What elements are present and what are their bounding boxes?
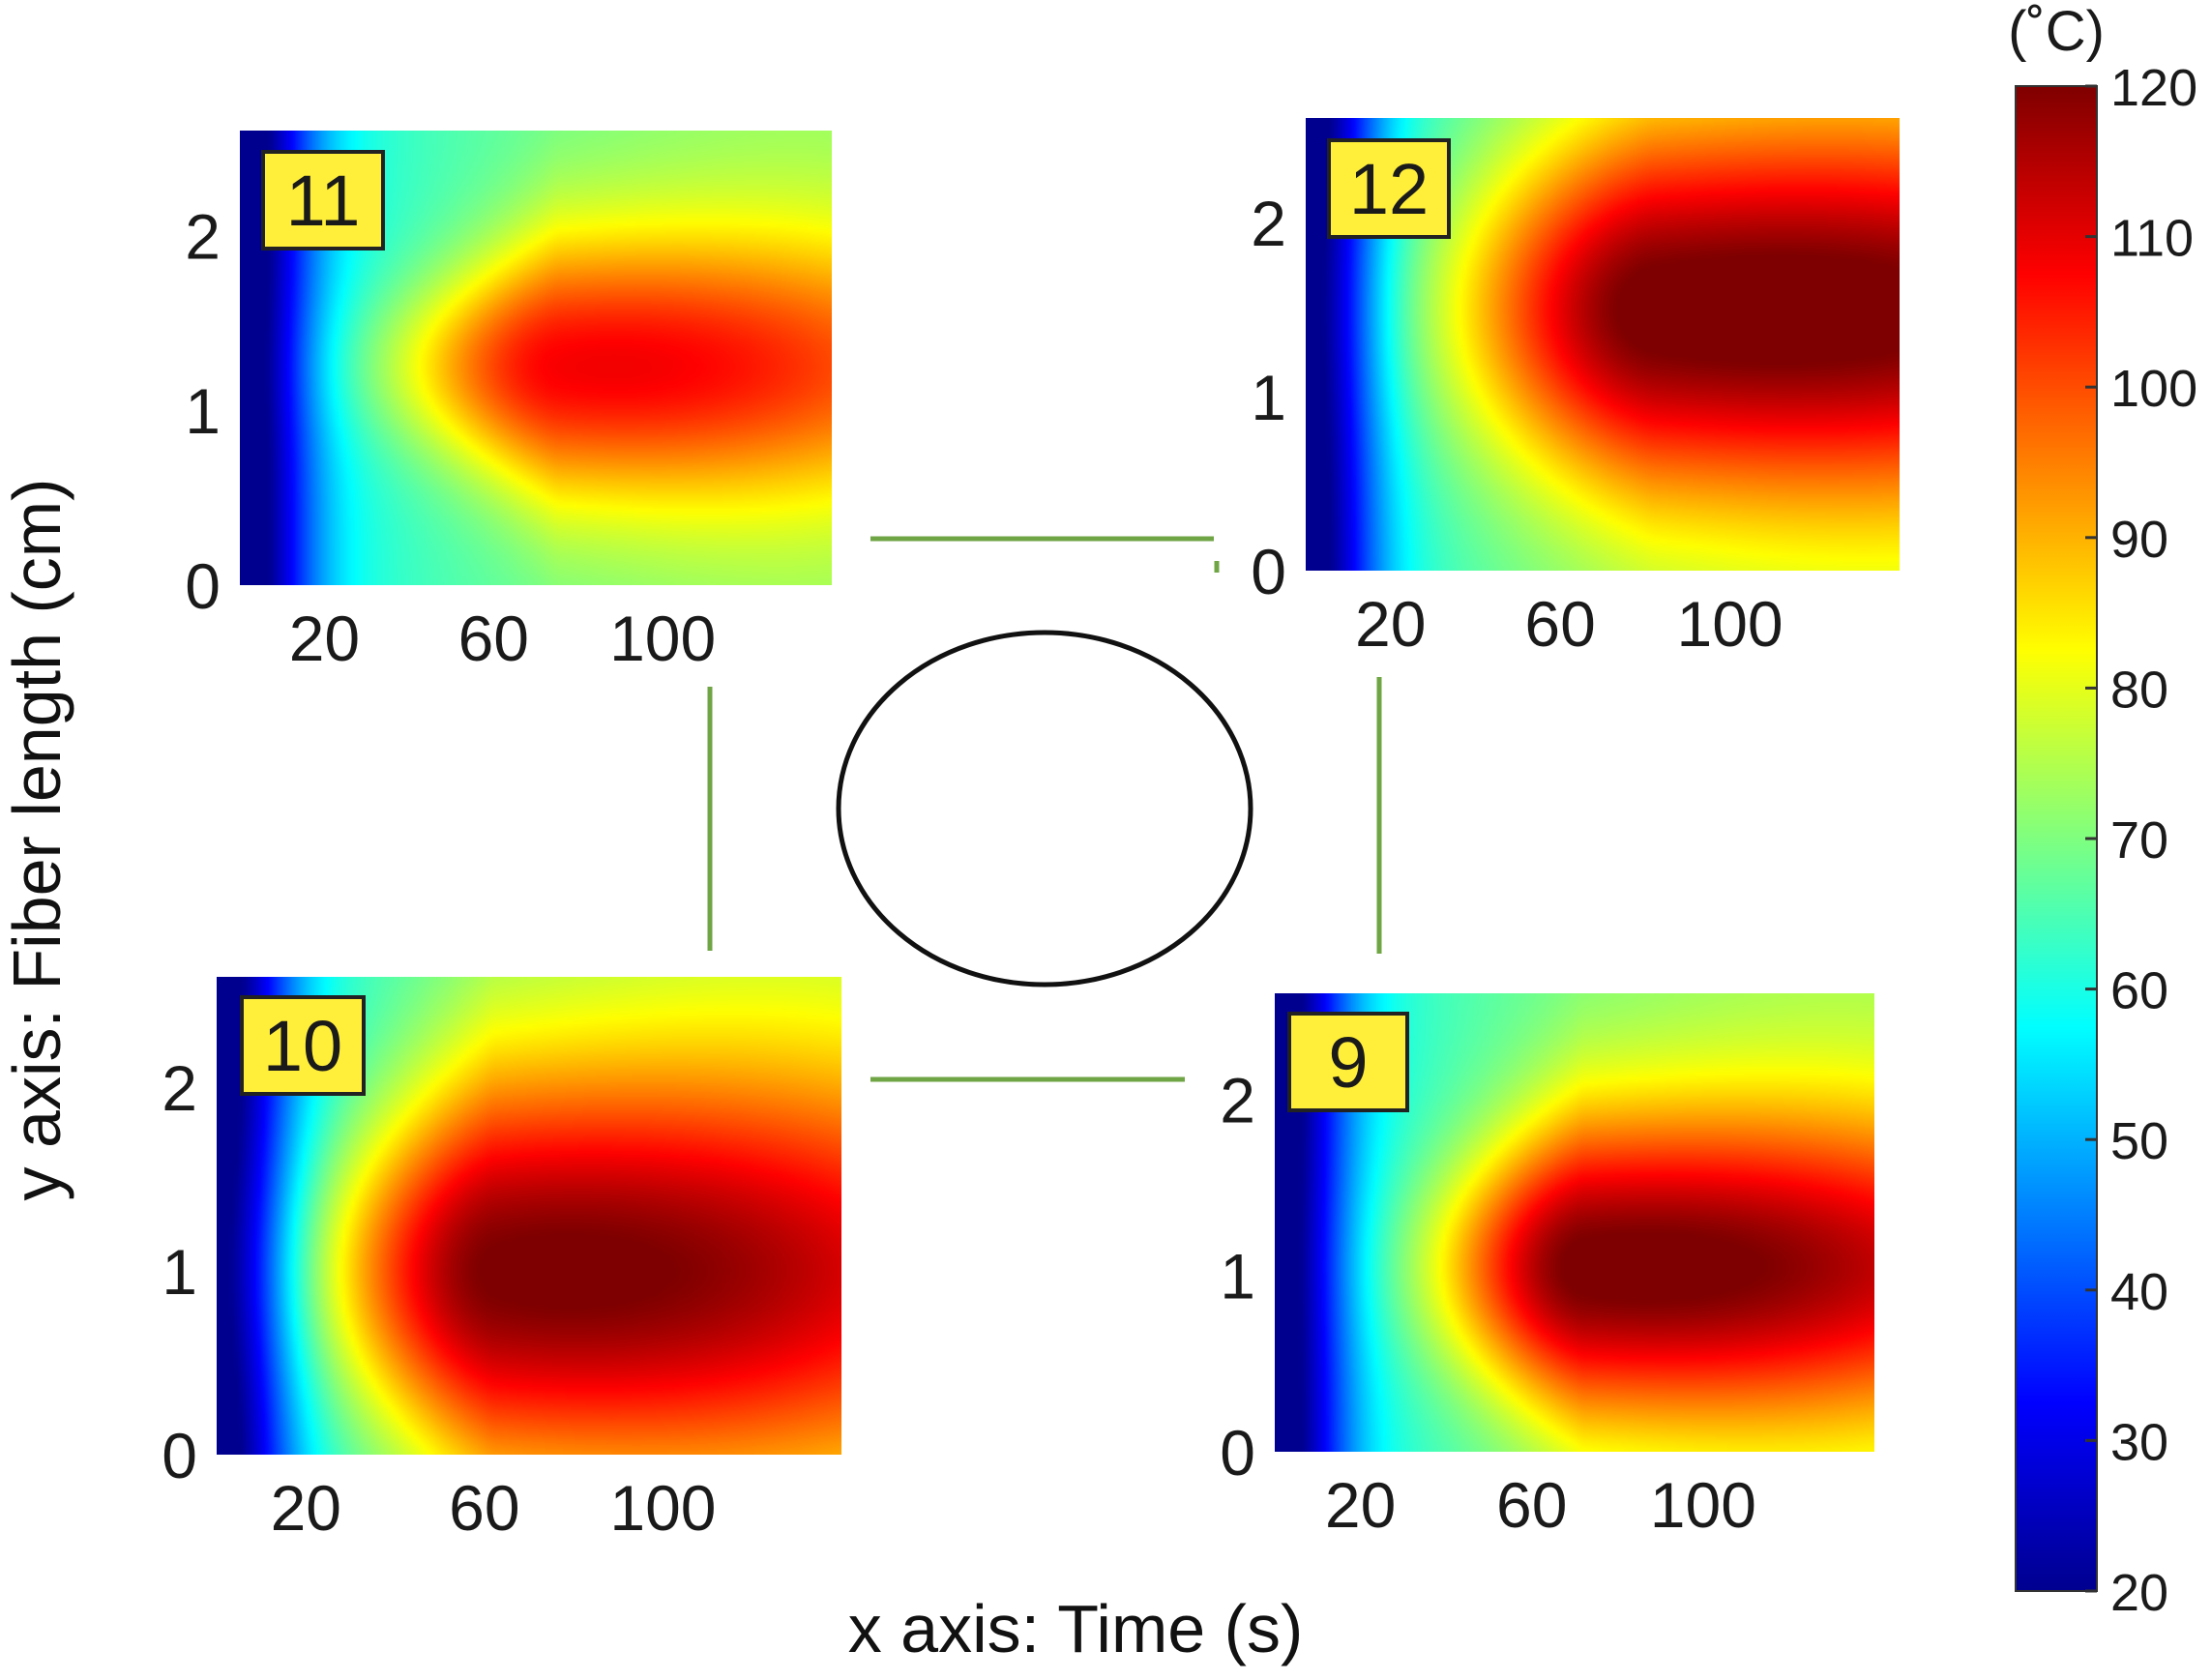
y-tick-label: 2 — [1251, 188, 1286, 259]
panel-label-11: 11 — [286, 161, 361, 241]
colorbar-tick-label: 30 — [2110, 1413, 2168, 1471]
colorbar-tick-label: 20 — [2110, 1564, 2168, 1622]
colorbar-tick-label: 120 — [2110, 59, 2197, 117]
x-tick-label: 60 — [449, 1472, 519, 1544]
panel-10: 10 20 60 100 0 1 2 — [162, 977, 841, 1544]
panel-label-9: 9 — [1328, 1022, 1368, 1103]
colorbar-tick-label: 70 — [2110, 811, 2168, 869]
y-tick-label: 2 — [185, 200, 221, 272]
colorbar-tick-label: 90 — [2110, 511, 2168, 569]
panel-label-box-11 — [261, 150, 385, 251]
center-ellipse — [836, 630, 1253, 987]
panel-11: 11 20 60 100 0 1 2 — [185, 131, 832, 674]
colorbar-tick-label: 80 — [2110, 661, 2168, 719]
y-tick-label: 0 — [185, 550, 221, 622]
y-tick-label: 2 — [1220, 1064, 1255, 1135]
x-tick-label: 20 — [1325, 1469, 1396, 1541]
colorbar-tick-label: 100 — [2110, 360, 2197, 418]
panel-label-box-9 — [1287, 1012, 1409, 1112]
y-tick-label: 2 — [162, 1052, 197, 1124]
y-tick-label: 0 — [1251, 536, 1286, 607]
x-tick-label: 20 — [1355, 588, 1426, 660]
colorbar-unit: (˚C) — [2008, 0, 2105, 63]
y-tick-label: 1 — [185, 375, 221, 447]
panel-9: 9 20 60 100 0 1 2 — [1220, 993, 1874, 1541]
x-tick-label: 100 — [609, 603, 716, 674]
y-tick-label: 0 — [1220, 1417, 1255, 1488]
x-tick-label: 100 — [609, 1472, 716, 1544]
x-tick-label: 20 — [271, 1472, 341, 1544]
connectors-layer — [707, 536, 1382, 1082]
panel-label-box-10 — [240, 995, 366, 1096]
colorbar: (˚C) 20 30 40 50 60 70 80 90 100 110 120 — [2008, 0, 2197, 1622]
y-tick-label: 0 — [162, 1420, 197, 1491]
x-axis-title: x axis: Time (s) — [848, 1591, 1304, 1666]
y-tick-label: 1 — [162, 1236, 197, 1308]
colorbar-bar — [2015, 85, 2098, 1592]
x-tick-label: 100 — [1650, 1469, 1756, 1541]
y-axis-title: y axis: Fiber length (cm) — [0, 479, 74, 1201]
colorbar-tick-label: 60 — [2110, 962, 2168, 1020]
panel-label-12: 12 — [1349, 149, 1429, 229]
x-tick-label: 60 — [1524, 588, 1595, 660]
colorbar-tick-label: 40 — [2110, 1263, 2168, 1321]
y-tick-label: 1 — [1251, 362, 1286, 433]
x-tick-label: 20 — [289, 603, 360, 674]
x-tick-label: 60 — [1496, 1469, 1567, 1541]
x-tick-label: 60 — [458, 603, 529, 674]
y-tick-label: 1 — [1220, 1241, 1255, 1312]
colorbar-tick-label: 50 — [2110, 1112, 2168, 1170]
x-tick-label: 100 — [1677, 588, 1784, 660]
panel-label-box-12 — [1327, 138, 1451, 239]
panel-label-10: 10 — [263, 1006, 342, 1086]
colorbar-tick-label: 110 — [2110, 210, 2194, 268]
